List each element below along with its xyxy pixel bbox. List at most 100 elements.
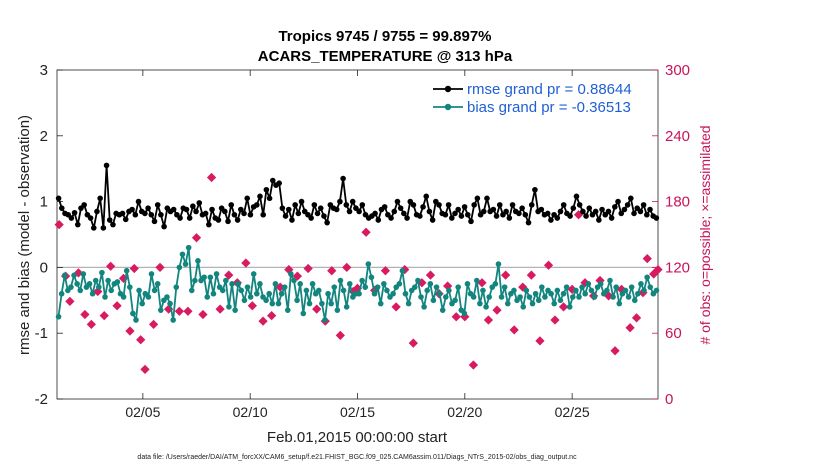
bias-point — [319, 300, 325, 307]
rmse-point — [222, 208, 228, 215]
bias-point — [235, 281, 242, 287]
rmse-point — [445, 202, 452, 208]
obs-count-marker — [191, 233, 202, 243]
rmse-point — [289, 217, 295, 223]
bias-point — [461, 310, 468, 317]
rmse-point — [158, 211, 164, 218]
rmse-point — [308, 215, 314, 221]
bias-point — [576, 294, 582, 300]
bias-point — [167, 300, 173, 307]
bias-point — [346, 281, 353, 287]
y-right-tick-label: 300 — [665, 62, 690, 79]
bias-point — [653, 287, 660, 294]
bias-point — [607, 277, 613, 284]
bias-point — [520, 304, 527, 310]
obs-count-marker — [408, 338, 418, 348]
y-tick-label: -2 — [35, 391, 48, 408]
rmse-point — [103, 162, 110, 169]
obs-count-marker — [215, 304, 225, 314]
rmse-point — [215, 217, 222, 223]
bias-point — [266, 290, 273, 297]
bias-point — [501, 284, 508, 290]
rmse-point — [484, 195, 490, 202]
rmse-point — [254, 202, 260, 208]
rmse-point — [142, 210, 148, 217]
bias-point — [322, 317, 328, 323]
bias-point — [192, 277, 198, 284]
bias-point — [145, 294, 152, 300]
bias-point — [331, 284, 338, 290]
rmse-point — [122, 216, 129, 223]
bias-point — [337, 277, 344, 284]
bias-point — [269, 300, 276, 307]
bias-point — [254, 290, 260, 297]
obs-count-marker — [174, 306, 184, 316]
axes-box — [56, 69, 659, 400]
rmse-point — [148, 211, 155, 218]
obs-count-marker — [106, 261, 116, 271]
rmse-point — [314, 210, 321, 217]
bias-point — [566, 304, 573, 310]
bias-point — [55, 313, 62, 320]
bias-point — [582, 290, 588, 297]
bias-point — [492, 281, 499, 287]
bias-point — [306, 300, 313, 307]
bias-point — [303, 287, 310, 294]
bias-point — [89, 290, 96, 297]
rmse-point — [516, 210, 522, 217]
rmse-point — [238, 206, 244, 213]
bias-point — [477, 300, 483, 307]
y-axis-label-right: # of obs: o=possible; ×=assimilated — [697, 125, 713, 344]
rmse-point — [442, 211, 449, 218]
bias-point — [529, 300, 536, 307]
bias-point — [591, 294, 598, 300]
bias-point — [613, 284, 619, 290]
rmse-point — [420, 204, 426, 210]
bias-point — [281, 284, 288, 290]
bias-point — [405, 300, 412, 307]
rmse-point — [100, 225, 107, 231]
rmse-point — [193, 208, 199, 215]
bias-point — [77, 287, 84, 294]
rmse-point — [544, 210, 551, 217]
rmse-point — [586, 205, 593, 211]
y-tick-label: 2 — [40, 128, 48, 145]
obs-count-marker — [267, 311, 277, 321]
bias-point — [309, 281, 316, 287]
bias-point — [247, 294, 254, 300]
bias-point — [498, 294, 505, 300]
rmse-point — [260, 211, 266, 218]
bias-point — [120, 294, 127, 300]
rmse-point — [615, 198, 621, 205]
obs-count-marker — [543, 260, 554, 270]
bias-point — [328, 300, 334, 307]
rmse-point — [276, 180, 282, 186]
bias-point — [130, 310, 136, 317]
y-tick-label: 0 — [40, 259, 48, 276]
rmse-point — [190, 203, 196, 210]
rmse-point — [151, 218, 158, 225]
rmse-point — [429, 217, 436, 223]
bias-point — [241, 297, 248, 304]
rmse-point — [228, 202, 235, 208]
rmse-point — [183, 206, 190, 213]
obs-count-marker — [140, 364, 150, 375]
bias-point — [164, 294, 170, 300]
rmse-point — [209, 206, 215, 213]
rmse-point — [356, 208, 362, 215]
bias-point — [368, 274, 375, 281]
bias-point — [325, 290, 331, 297]
rmse-point — [612, 204, 618, 210]
bias-point — [250, 271, 257, 277]
rmse-point — [132, 211, 139, 218]
bias-point — [195, 258, 201, 264]
rmse-point — [282, 213, 289, 219]
rmse-point — [618, 210, 625, 217]
rmse-point — [455, 206, 461, 213]
obs-count-marker — [642, 254, 652, 264]
bias-point — [622, 287, 629, 294]
bias-point — [377, 300, 384, 307]
rmse-point — [129, 206, 135, 213]
legend-bias-label: bias grand pr = -0.36513 — [467, 99, 631, 116]
x-tick-label: 02/15 — [340, 404, 375, 420]
